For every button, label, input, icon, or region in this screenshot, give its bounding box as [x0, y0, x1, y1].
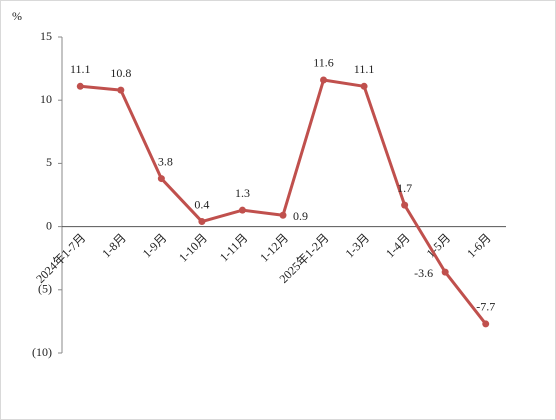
data-label: 11.6 — [313, 56, 334, 70]
point — [198, 218, 206, 226]
data-label: 0.9 — [293, 209, 308, 223]
data-label: 1.7 — [397, 181, 412, 195]
point — [76, 82, 84, 90]
data-label: 10.8 — [110, 66, 131, 80]
point — [401, 201, 409, 209]
point — [279, 211, 287, 219]
data-label: -7.7 — [476, 300, 495, 314]
y-tick-label: 5 — [46, 155, 52, 169]
point — [117, 86, 125, 94]
data-label: 11.1 — [354, 62, 375, 76]
y-tick-label: (10) — [32, 345, 52, 359]
data-label: 0.4 — [194, 197, 209, 211]
y-tick-label: 10 — [40, 92, 52, 106]
point — [441, 268, 449, 276]
y-tick-label: (5) — [38, 282, 52, 296]
point — [360, 82, 368, 90]
point — [482, 320, 490, 328]
data-label: 11.1 — [70, 62, 91, 76]
point — [238, 206, 246, 214]
point — [320, 76, 328, 84]
data-label: 1.3 — [235, 186, 250, 200]
y-axis-unit: % — [12, 9, 22, 23]
point — [157, 175, 165, 183]
data-label: 3.8 — [158, 154, 173, 168]
y-tick-label: 15 — [40, 29, 52, 43]
data-label: -3.6 — [414, 266, 433, 280]
y-tick-label: 0 — [46, 218, 52, 232]
